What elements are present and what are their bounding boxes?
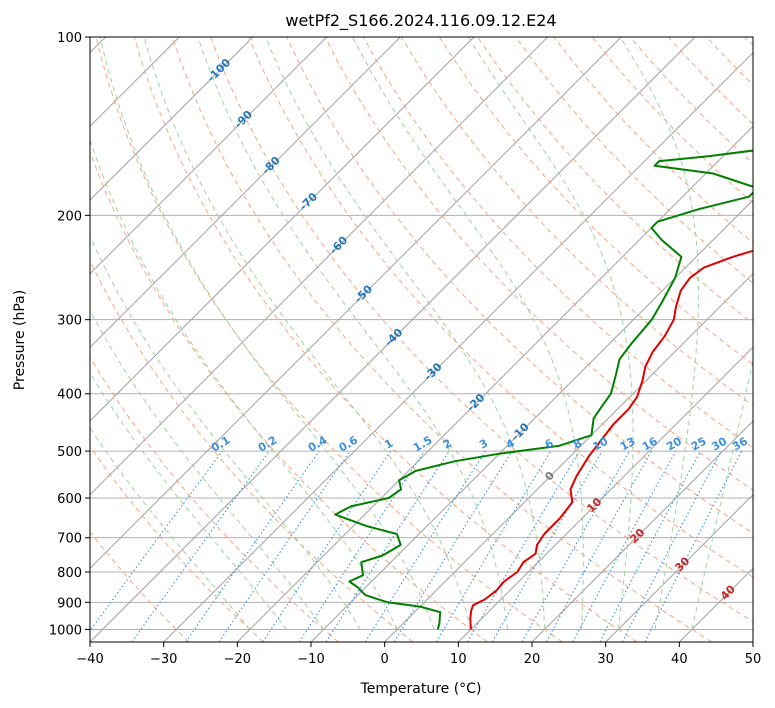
moist-adiabat xyxy=(619,37,699,630)
dry-adiabat xyxy=(90,445,264,642)
isotherms xyxy=(90,37,753,642)
isotherm-line xyxy=(90,37,549,496)
y-tick-label: 400 xyxy=(57,388,82,403)
mixing-ratio-line xyxy=(572,450,677,642)
dry-adiabat xyxy=(95,37,563,642)
moist-adiabat xyxy=(197,37,509,630)
mixing-ratio-line xyxy=(325,450,450,642)
x-tick-label: 50 xyxy=(745,652,762,667)
mixing-ratio-line xyxy=(90,450,223,632)
y-tick-label: 200 xyxy=(57,209,82,224)
mixing-ratio-line xyxy=(218,450,351,642)
pressure-gridlines xyxy=(90,37,753,630)
x-tick-label: 20 xyxy=(524,652,541,667)
mixing-ratio-line xyxy=(521,450,630,642)
mixing-ratio-line xyxy=(545,450,653,642)
moist-adiabats xyxy=(90,37,753,630)
x-tick-label: 30 xyxy=(597,652,614,667)
isotherm-line xyxy=(90,37,622,570)
isotherm-line xyxy=(90,37,696,642)
plot-area: -100-90-80-70-60-50-40-30-20-10010203040… xyxy=(90,37,753,642)
dry-adiabat xyxy=(133,37,638,642)
mixing-ratio-line xyxy=(298,450,425,642)
x-tick-label: −30 xyxy=(150,652,177,667)
x-tick-label: 0 xyxy=(381,652,389,667)
isotherm-line xyxy=(90,37,401,349)
mixing-ratio-line xyxy=(185,450,320,642)
isotherm-line xyxy=(90,37,475,422)
dry-adiabat xyxy=(210,37,753,623)
dry-adiabat xyxy=(248,37,753,578)
dry-adiabats xyxy=(90,37,753,642)
isotherm-line xyxy=(90,37,254,201)
moist-adiabat xyxy=(90,427,251,630)
isotherm-line xyxy=(236,125,753,642)
dry-adiabat xyxy=(171,37,712,642)
x-axis: −40 −30 −20 −10 0 10 20 30 40 50 xyxy=(76,642,761,667)
mixing-ratio-line xyxy=(393,450,513,642)
moist-adiabat xyxy=(90,138,398,630)
moist-adiabat xyxy=(691,358,753,630)
y-tick-label: 100 xyxy=(57,31,82,46)
dry-adiabat xyxy=(515,37,753,284)
moist-adiabat xyxy=(467,37,634,630)
dry-adiabat xyxy=(90,259,414,642)
dry-adiabat xyxy=(90,150,488,642)
y-tick-label: 800 xyxy=(57,566,82,581)
x-tick-label: 40 xyxy=(671,652,688,667)
mixing-ratio-line xyxy=(262,450,392,642)
isotherm-line xyxy=(384,272,753,642)
moist-adiabat xyxy=(90,235,361,630)
y-tick-label: 300 xyxy=(57,314,82,329)
dry-adiabat xyxy=(90,531,190,642)
isotherm-line xyxy=(163,51,753,642)
chart-title: wetPf2_S166.2024.116.09.12.E24 xyxy=(285,11,556,31)
x-tick-label: −40 xyxy=(76,652,103,667)
temperature-profile xyxy=(469,249,753,630)
isotherm-line xyxy=(90,37,328,275)
moist-adiabat xyxy=(99,37,435,630)
y-tick-label: 500 xyxy=(57,445,82,460)
isotherm-line xyxy=(457,346,753,642)
plot-frame xyxy=(89,36,754,643)
y-axis: 100 200 300 400 500 600 700 800 900 1000 xyxy=(49,31,90,638)
moist-adiabat xyxy=(265,37,546,630)
mixing-ratio-lines xyxy=(90,450,743,642)
moist-adiabat xyxy=(90,371,288,630)
dry-adiabat xyxy=(90,356,339,642)
moist-adiabat xyxy=(352,37,584,630)
x-axis-label: Temperature (°C) xyxy=(360,681,482,697)
sounding-series xyxy=(334,149,753,630)
mixing-ratio-line xyxy=(131,450,270,642)
mixing-ratio-line xyxy=(644,450,743,642)
dewpoint-profile xyxy=(334,149,753,630)
dry-adiabat xyxy=(400,37,753,407)
dry-adiabat xyxy=(438,37,753,366)
dry-adiabat xyxy=(286,37,753,534)
y-tick-label: 600 xyxy=(57,492,82,507)
y-tick-label: 700 xyxy=(57,532,82,547)
y-tick-label: 1000 xyxy=(49,623,82,638)
x-tick-label: −10 xyxy=(297,652,324,667)
x-tick-label: −20 xyxy=(224,652,251,667)
isotherm-line xyxy=(605,493,753,642)
y-tick-label: 900 xyxy=(57,596,82,611)
x-tick-label: 10 xyxy=(450,652,467,667)
isotherm-line xyxy=(531,420,753,642)
y-axis-label: Pressure (hPa) xyxy=(12,290,28,390)
